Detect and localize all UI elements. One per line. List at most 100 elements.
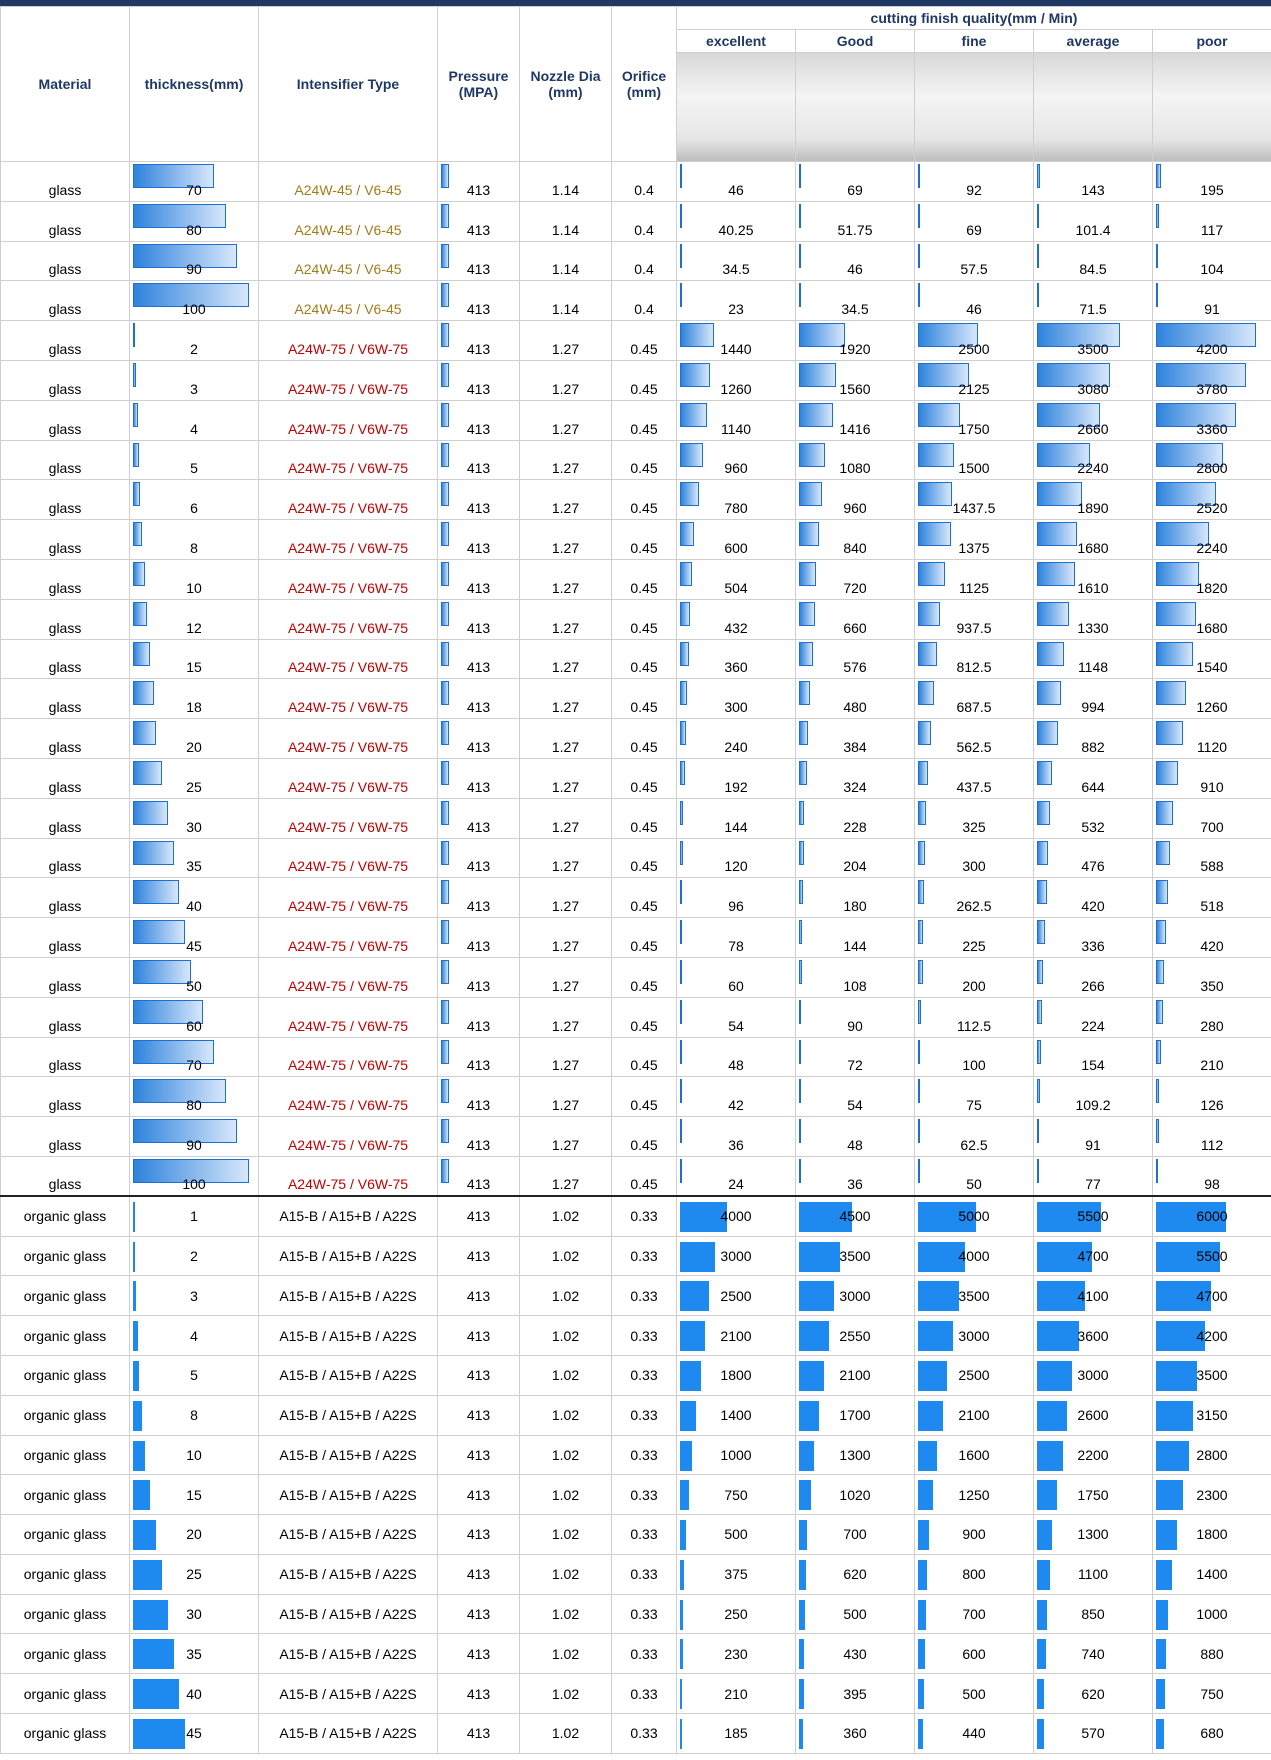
cell-text: 1.27 xyxy=(552,580,579,596)
cell-text: 3 xyxy=(190,1288,198,1304)
cell-text: 0.45 xyxy=(630,898,657,914)
table-cell: 2100 xyxy=(796,1355,915,1395)
table-cell: organic glass xyxy=(1,1674,130,1714)
cell-text: 250 xyxy=(724,1606,747,1622)
table-cell: 413 xyxy=(438,1156,520,1196)
table-cell: 476 xyxy=(1034,838,1153,878)
table-cell: 413 xyxy=(438,321,520,361)
cell-text: 91 xyxy=(1085,1137,1101,1153)
cell-text: 10 xyxy=(186,580,202,596)
table-cell: 204 xyxy=(796,838,915,878)
cell-text: 1500 xyxy=(958,460,989,476)
cell-text: 1680 xyxy=(1077,540,1108,556)
data-bar xyxy=(133,482,140,506)
table-cell: 77 xyxy=(1034,1156,1153,1196)
table-cell: 280 xyxy=(1153,997,1271,1037)
cell-text: 195 xyxy=(1200,182,1223,198)
table-row: glass100A24W-75 / V6W-754131.270.4524365… xyxy=(1,1156,1271,1196)
cell-text: 0.45 xyxy=(630,1057,657,1073)
table-cell: glass xyxy=(1,719,130,759)
data-bar xyxy=(1037,761,1052,785)
cell-text: 1.02 xyxy=(552,1407,579,1423)
table-cell: A15-B / A15+B / A22S xyxy=(259,1435,438,1475)
table-cell: 336 xyxy=(1034,918,1153,958)
data-bar xyxy=(1156,1119,1159,1143)
table-cell: glass xyxy=(1,1156,130,1196)
table-cell: 5 xyxy=(130,440,259,480)
table-cell: 62.5 xyxy=(915,1117,1034,1157)
table-cell: 210 xyxy=(1153,1037,1271,1077)
cell-text: A24W-75 / V6W-75 xyxy=(288,620,408,636)
table-row: glass70A24W-45 / V6-454131.140.446699214… xyxy=(1,162,1271,202)
cell-text: 4000 xyxy=(958,1248,989,1264)
table-cell: 3780 xyxy=(1153,360,1271,400)
data-bar xyxy=(441,363,449,387)
cell-text: organic glass xyxy=(24,1447,107,1463)
cell-text: 1.27 xyxy=(552,938,579,954)
cell-text: 413 xyxy=(467,1686,490,1702)
data-bar xyxy=(799,1361,824,1391)
cell-text: 0.45 xyxy=(630,699,657,715)
data-bar xyxy=(918,1119,920,1143)
table-row: glass3A24W-75 / V6W-754131.270.451260156… xyxy=(1,360,1271,400)
table-cell: 1000 xyxy=(1153,1594,1271,1634)
cell-text: A24W-75 / V6W-75 xyxy=(288,540,408,556)
table-cell: glass xyxy=(1,480,130,520)
data-bar xyxy=(1156,1159,1158,1183)
table-cell: 413 xyxy=(438,878,520,918)
table-cell: 1820 xyxy=(1153,559,1271,599)
table-cell: 700 xyxy=(1153,798,1271,838)
cell-text: 42 xyxy=(728,1097,744,1113)
table-cell: organic glass xyxy=(1,1435,130,1475)
table-cell: 101.4 xyxy=(1034,201,1153,241)
table-cell: 1.27 xyxy=(520,321,612,361)
data-bar xyxy=(1037,1480,1057,1510)
table-cell: A24W-75 / V6W-75 xyxy=(259,719,438,759)
data-bar xyxy=(918,602,940,626)
table-cell: 40.25 xyxy=(677,201,796,241)
table-cell: 960 xyxy=(796,480,915,520)
cell-text: 54 xyxy=(847,1097,863,1113)
column-header: Orifice (mm) xyxy=(612,7,677,162)
table-cell: 18 xyxy=(130,679,259,719)
table-row: organic glass5A15-B / A15+B / A22S4131.0… xyxy=(1,1355,1271,1395)
cell-text: 3000 xyxy=(720,1248,751,1264)
data-bar xyxy=(799,482,822,506)
table-cell: glass xyxy=(1,639,130,679)
cell-text: 104 xyxy=(1200,261,1223,277)
table-cell: 36 xyxy=(677,1117,796,1157)
cell-text: 1.27 xyxy=(552,1176,579,1192)
table-cell: 850 xyxy=(1034,1594,1153,1634)
table-cell: 98 xyxy=(1153,1156,1271,1196)
data-bar xyxy=(680,522,694,546)
cell-text: 1.14 xyxy=(552,261,579,277)
table-cell: 91 xyxy=(1153,281,1271,321)
data-bar xyxy=(441,801,449,825)
data-bar xyxy=(799,1441,814,1471)
table-cell: A15-B / A15+B / A22S xyxy=(259,1276,438,1316)
table-cell: 144 xyxy=(677,798,796,838)
cell-text: glass xyxy=(49,1057,82,1073)
cell-text: 2100 xyxy=(720,1328,751,1344)
table-cell: glass xyxy=(1,599,130,639)
cell-text: 2660 xyxy=(1077,421,1108,437)
table-row: organic glass3A15-B / A15+B / A22S4131.0… xyxy=(1,1276,1271,1316)
cell-text: 112 xyxy=(1201,1137,1223,1153)
cell-text: 413 xyxy=(467,1288,490,1304)
cell-text: 25 xyxy=(186,779,202,795)
cell-text: 2240 xyxy=(1077,460,1108,476)
cell-text: 262.5 xyxy=(956,898,991,914)
cell-text: organic glass xyxy=(24,1646,107,1662)
table-cell: 154 xyxy=(1034,1037,1153,1077)
table-cell: 34.5 xyxy=(796,281,915,321)
table-cell: 1.27 xyxy=(520,1156,612,1196)
table-cell: 30 xyxy=(130,1594,259,1634)
cell-text: 180 xyxy=(843,898,866,914)
table-cell: 48 xyxy=(796,1117,915,1157)
data-bar xyxy=(441,1040,449,1064)
cell-text: 6000 xyxy=(1196,1208,1227,1224)
data-bar xyxy=(133,363,136,387)
cell-text: 600 xyxy=(962,1646,985,1662)
table-cell: 480 xyxy=(796,679,915,719)
data-bar xyxy=(680,1560,684,1590)
